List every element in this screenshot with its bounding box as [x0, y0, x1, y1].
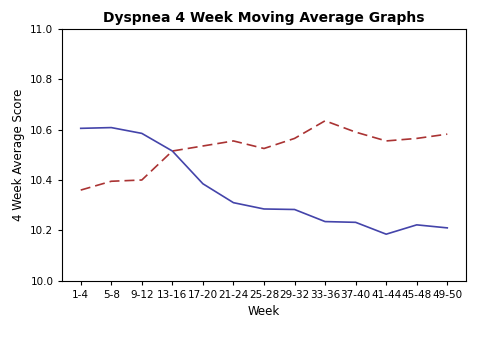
X-axis label: Week: Week [248, 305, 280, 318]
Title: Dyspnea 4 Week Moving Average Graphs: Dyspnea 4 Week Moving Average Graphs [103, 11, 425, 25]
Y-axis label: 4 Week Average Score: 4 Week Average Score [12, 89, 24, 221]
